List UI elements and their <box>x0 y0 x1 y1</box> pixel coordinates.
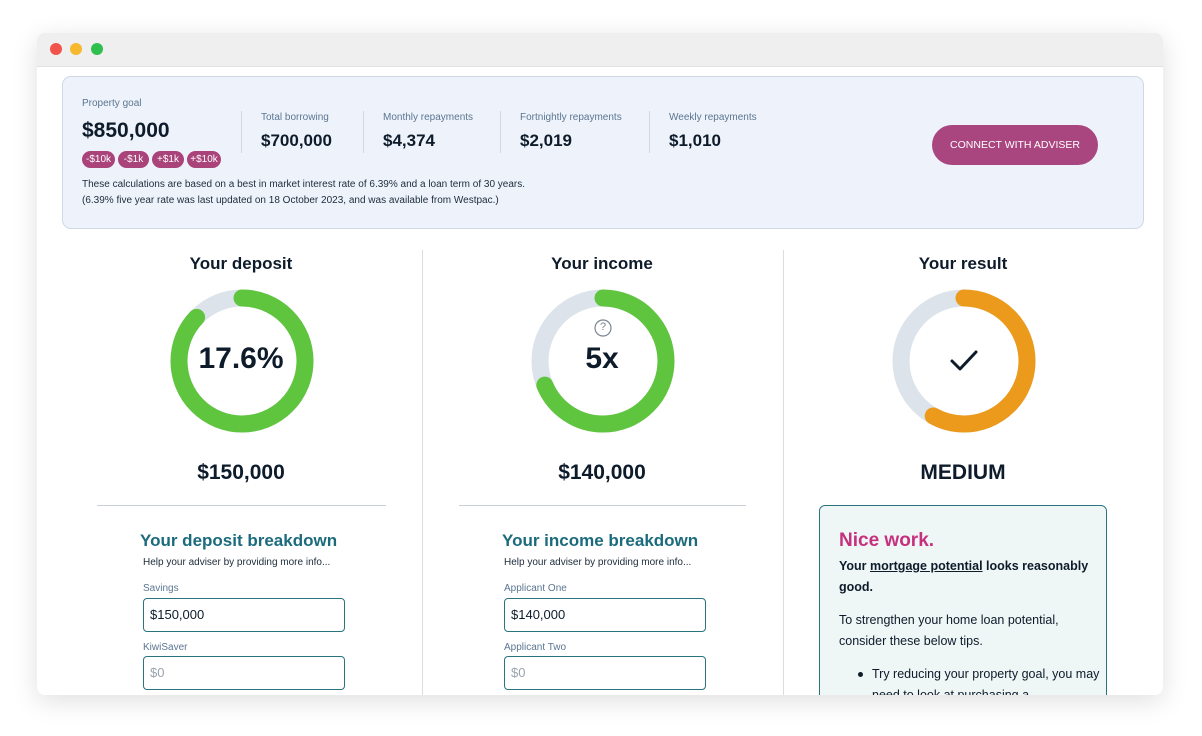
close-dot[interactable] <box>50 43 62 55</box>
column-title: Your deposit <box>189 254 293 273</box>
field-label: KiwiSaver <box>143 642 188 653</box>
goal-value: $850,000 <box>82 119 170 142</box>
adjust-button[interactable]: +$10k <box>187 151 221 168</box>
help-icon-text: ? <box>599 321 607 333</box>
note: (6.39% five year rate was last updated o… <box>82 195 499 206</box>
gauge-label: 17.6% <box>198 342 284 375</box>
stat-value: $700,000 <box>261 131 332 150</box>
card-text: To strengthen your home loan potential, … <box>839 613 1059 648</box>
bullet <box>858 672 863 677</box>
maximize-dot[interactable] <box>91 43 103 55</box>
gauge-label: 5x <box>585 342 619 375</box>
deposit-gauge <box>170 289 314 433</box>
gauge-arc <box>531 289 675 433</box>
hint: Help your adviser by providing more info… <box>143 557 331 568</box>
input[interactable]: $140,000 <box>504 598 706 632</box>
title-bar <box>37 33 1163 67</box>
minimize-dot[interactable] <box>70 43 82 55</box>
stat-label: Fortnightly repayments <box>520 112 622 123</box>
connect-button[interactable]: CONNECT WITH ADVISER <box>932 125 1098 165</box>
divider <box>649 111 650 153</box>
input[interactable]: $0 <box>504 656 706 690</box>
adjust-button[interactable]: +$1k <box>152 151 184 168</box>
gauge-arc <box>892 289 1036 433</box>
column-title: Your income <box>551 254 653 273</box>
note: These calculations are based on a best i… <box>82 179 526 190</box>
result-gauge <box>892 289 1036 433</box>
lead-text: looks reasonably good. <box>839 559 1089 594</box>
column-title: Your result <box>918 254 1008 273</box>
divider <box>500 111 501 153</box>
input[interactable]: $150,000 <box>143 598 345 632</box>
check-icon <box>950 350 978 371</box>
breakdown-title: Your income breakdown <box>502 531 699 550</box>
income-gauge <box>531 289 675 433</box>
separator <box>459 505 746 506</box>
gauge-arc <box>170 289 314 433</box>
field-label: Savings <box>143 583 179 594</box>
adjust-button[interactable]: -$1k <box>118 151 149 168</box>
adjust-button[interactable]: -$10k <box>82 151 115 168</box>
input[interactable]: $0 <box>143 656 345 690</box>
card-heading: Nice work. <box>839 530 935 551</box>
goal-label: Property goal <box>82 98 142 109</box>
stat-label: Monthly repayments <box>383 112 474 123</box>
lead-text: Your <box>839 559 871 573</box>
stat-label: Weekly repayments <box>669 112 757 123</box>
column-divider <box>422 250 423 695</box>
lead-link[interactable]: mortgage potential <box>870 559 983 573</box>
result-card: Nice work. Your mortgage potential looks… <box>819 505 1107 695</box>
browser-window: Property goal $850,000 -$10k -$1k +$1k +… <box>37 33 1163 695</box>
stat-value: $2,019 <box>520 131 572 150</box>
field-label: Applicant One <box>504 583 567 594</box>
stat-value: $1,010 <box>669 131 721 150</box>
amount: $140,000 <box>558 461 646 484</box>
divider <box>241 111 242 153</box>
field-label: Applicant Two <box>504 642 567 653</box>
column-divider <box>783 250 784 695</box>
stat-value: $4,374 <box>383 131 435 150</box>
stat-label: Total borrowing <box>261 112 329 123</box>
tip: Try reducing your property goal, you may… <box>872 667 1100 695</box>
card-lead: Your mortgage potential looks reasonably… <box>839 556 1089 598</box>
help-icon[interactable] <box>594 319 612 337</box>
amount: $150,000 <box>197 461 285 484</box>
breakdown-title: Your deposit breakdown <box>140 531 338 550</box>
hint: Help your adviser by providing more info… <box>504 557 692 568</box>
separator <box>97 505 386 506</box>
status: MEDIUM <box>920 461 1006 484</box>
divider <box>363 111 364 153</box>
